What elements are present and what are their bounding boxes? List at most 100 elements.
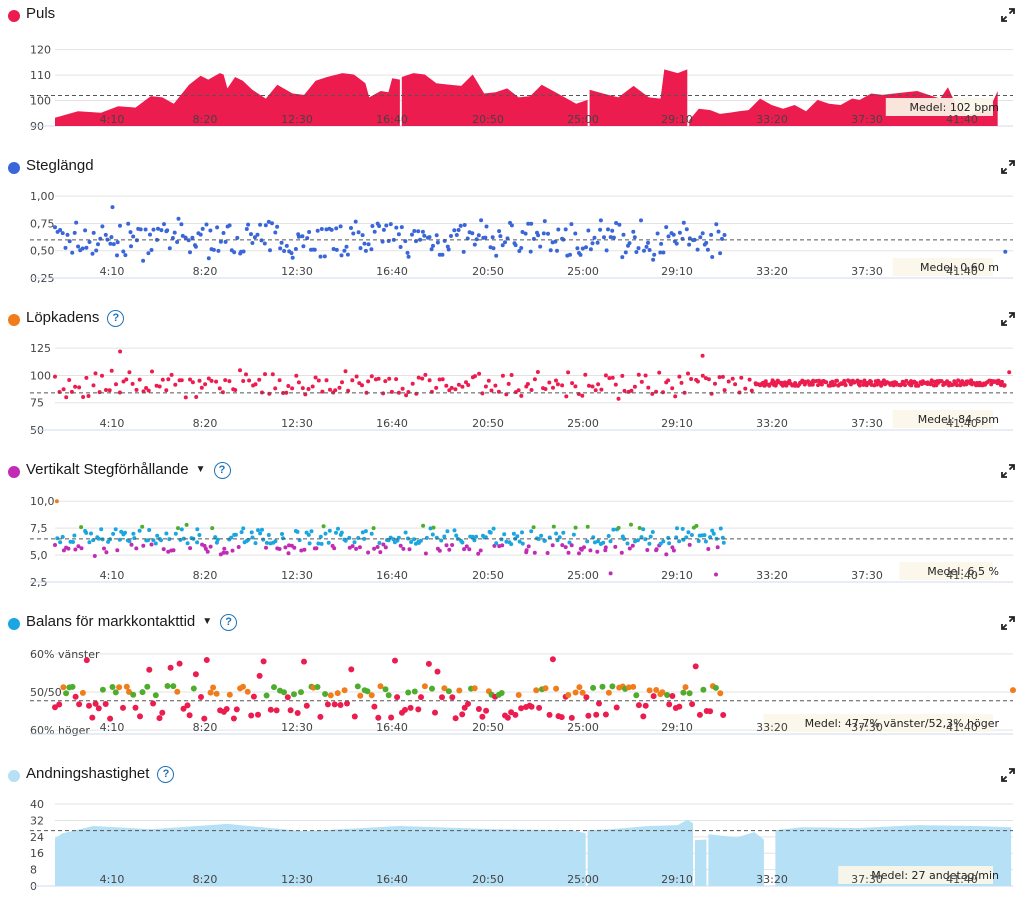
data-point — [475, 706, 482, 712]
data-point — [190, 380, 195, 385]
y-tick-label: 100 — [30, 95, 51, 108]
data-point — [331, 247, 336, 251]
chart-header: Balans för markkontakttid ▼? — [0, 608, 1023, 636]
data-point — [350, 378, 355, 383]
data-point — [301, 658, 307, 665]
data-point — [283, 545, 288, 550]
data-point — [69, 683, 76, 690]
data-point — [115, 253, 119, 258]
expand-icon[interactable] — [1001, 8, 1015, 22]
data-point — [352, 540, 357, 545]
data-point — [606, 534, 611, 538]
help-icon[interactable]: ? — [107, 310, 125, 327]
data-point — [437, 377, 442, 382]
help-icon[interactable]: ? — [157, 766, 175, 783]
data-point — [362, 536, 367, 541]
data-point — [1010, 687, 1016, 694]
data-point — [146, 388, 151, 393]
data-point — [180, 705, 187, 712]
data-point — [165, 228, 170, 233]
data-point — [137, 377, 142, 382]
y-tick-label: 50/50 — [30, 686, 62, 699]
data-point — [512, 711, 519, 718]
data-point — [253, 382, 258, 387]
data-point — [553, 239, 558, 244]
data-point — [666, 701, 673, 708]
data-point — [116, 684, 123, 691]
expand-icon[interactable] — [1001, 464, 1015, 478]
data-point — [96, 536, 101, 541]
expand-icon[interactable] — [1001, 312, 1015, 326]
data-point — [712, 684, 719, 691]
data-point — [430, 532, 435, 537]
help-icon[interactable]: ? — [220, 614, 238, 631]
data-point — [90, 251, 95, 256]
legend-dot — [8, 10, 20, 22]
y-tick-label: 1,00 — [30, 190, 55, 203]
data-point — [509, 542, 514, 547]
data-point — [708, 535, 713, 540]
data-point — [156, 715, 163, 722]
data-point — [508, 709, 515, 716]
data-point — [230, 715, 237, 722]
dropdown-caret-icon[interactable]: ▼ — [195, 464, 206, 475]
data-point — [613, 382, 618, 387]
data-point — [652, 252, 657, 257]
data-point — [526, 221, 531, 226]
data-point — [542, 219, 547, 224]
chart-title[interactable]: Balans för markkontakttid ▼? — [26, 613, 238, 631]
data-point — [590, 241, 595, 246]
chart-panel: Balans för markkontakttid ▼? 60% vänster 50… — [0, 608, 1023, 758]
expand-icon[interactable] — [1001, 160, 1015, 174]
x-tick-label: 25:00 — [567, 265, 599, 278]
data-point — [104, 388, 108, 392]
data-point — [354, 683, 361, 690]
data-point — [498, 690, 505, 696]
data-point — [472, 242, 477, 247]
data-point — [422, 233, 427, 238]
data-point — [709, 391, 714, 396]
data-point — [640, 713, 647, 720]
data-point — [657, 370, 662, 375]
expand-icon[interactable] — [1001, 616, 1015, 630]
data-point — [916, 383, 921, 388]
chart-title-text: Steglängd — [26, 157, 94, 174]
dropdown-caret-icon[interactable]: ▼ — [202, 616, 213, 627]
data-point — [79, 689, 86, 696]
data-point — [464, 380, 468, 385]
data-point — [718, 526, 723, 531]
help-icon[interactable]: ? — [213, 462, 231, 479]
data-point — [726, 379, 731, 384]
legend-dot — [8, 314, 20, 326]
data-point — [195, 527, 200, 532]
data-point — [334, 226, 339, 231]
data-point — [227, 223, 232, 228]
data-point — [167, 664, 174, 671]
data-point — [173, 382, 178, 387]
data-point — [215, 225, 220, 230]
data-point — [296, 234, 301, 239]
data-point — [563, 545, 568, 550]
data-point — [590, 684, 597, 691]
data-point — [284, 390, 289, 395]
data-point — [318, 254, 323, 259]
data-point — [209, 378, 214, 383]
data-point — [306, 387, 311, 391]
data-point — [236, 545, 241, 549]
data-point — [173, 531, 178, 536]
data-point — [661, 250, 666, 255]
expand-icon[interactable] — [1001, 768, 1015, 782]
data-point — [409, 540, 414, 544]
data-point — [72, 230, 77, 235]
data-point — [166, 549, 171, 554]
average-label-bg — [838, 866, 993, 884]
data-point — [224, 550, 229, 555]
chart-title[interactable]: Vertikalt Stegförhållande ▼? — [26, 461, 231, 479]
data-point — [130, 691, 137, 698]
data-point — [233, 706, 240, 713]
data-point — [264, 545, 268, 550]
data-point — [405, 250, 410, 255]
data-point — [541, 231, 546, 236]
data-point — [843, 383, 848, 388]
chart-header: Puls — [0, 0, 1023, 28]
